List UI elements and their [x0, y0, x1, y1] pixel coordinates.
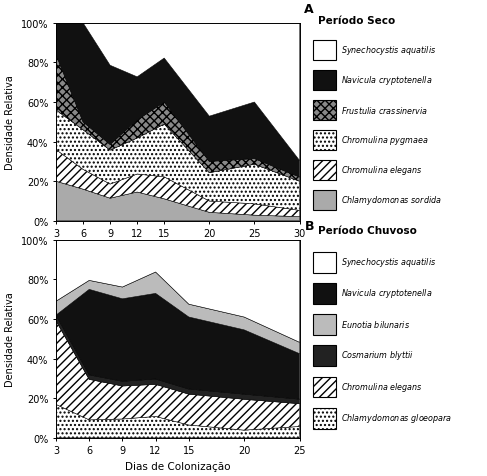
- Text: $\mathit{Synechocystis\ aquatilis}$: $\mathit{Synechocystis\ aquatilis}$: [341, 255, 436, 268]
- FancyBboxPatch shape: [313, 191, 336, 211]
- Text: Período Seco: Período Seco: [318, 16, 395, 26]
- Text: A: A: [304, 3, 314, 16]
- Text: $\mathit{Chlamydomonas\ sordida}$: $\mathit{Chlamydomonas\ sordida}$: [341, 193, 442, 207]
- FancyBboxPatch shape: [313, 161, 336, 181]
- FancyBboxPatch shape: [313, 315, 336, 335]
- FancyBboxPatch shape: [313, 131, 336, 151]
- Text: $\mathit{Chromulina\ pygmaea}$: $\mathit{Chromulina\ pygmaea}$: [341, 134, 429, 147]
- Y-axis label: Densidade Relativa: Densidade Relativa: [5, 75, 15, 170]
- Text: B: B: [304, 219, 314, 232]
- Text: $\mathit{Chlamydomonas\ gloeopara}$: $\mathit{Chlamydomonas\ gloeopara}$: [341, 411, 452, 424]
- FancyBboxPatch shape: [313, 377, 336, 397]
- X-axis label: Dias de Colonização: Dias de Colonização: [125, 461, 230, 471]
- Y-axis label: Densidade Relativa: Densidade Relativa: [5, 292, 15, 387]
- Text: Período Chuvoso: Período Chuvoso: [318, 226, 417, 236]
- Text: $\mathit{Chromulina\ elegans}$: $\mathit{Chromulina\ elegans}$: [341, 163, 423, 177]
- Text: $\mathit{Navicula\ cryptotenella}$: $\mathit{Navicula\ cryptotenella}$: [341, 287, 432, 299]
- FancyBboxPatch shape: [313, 408, 336, 429]
- Text: $\mathit{Cosmarium\ blyttii}$: $\mathit{Cosmarium\ blyttii}$: [341, 349, 414, 362]
- FancyBboxPatch shape: [313, 41, 336, 61]
- Text: $\mathit{Synechocystis\ aquatilis}$: $\mathit{Synechocystis\ aquatilis}$: [341, 44, 436, 57]
- Text: $\mathit{Chromulina\ elegans}$: $\mathit{Chromulina\ elegans}$: [341, 380, 423, 393]
- Text: $\mathit{Navicula\ cryptotenella}$: $\mathit{Navicula\ cryptotenella}$: [341, 74, 432, 87]
- FancyBboxPatch shape: [313, 101, 336, 121]
- Text: $\mathit{Frustulia\ crassinervia}$: $\mathit{Frustulia\ crassinervia}$: [341, 105, 428, 116]
- FancyBboxPatch shape: [313, 283, 336, 304]
- FancyBboxPatch shape: [313, 346, 336, 367]
- Text: $\mathit{Eunotia\ bilunaris}$: $\mathit{Eunotia\ bilunaris}$: [341, 318, 410, 329]
- FancyBboxPatch shape: [313, 71, 336, 91]
- FancyBboxPatch shape: [313, 252, 336, 273]
